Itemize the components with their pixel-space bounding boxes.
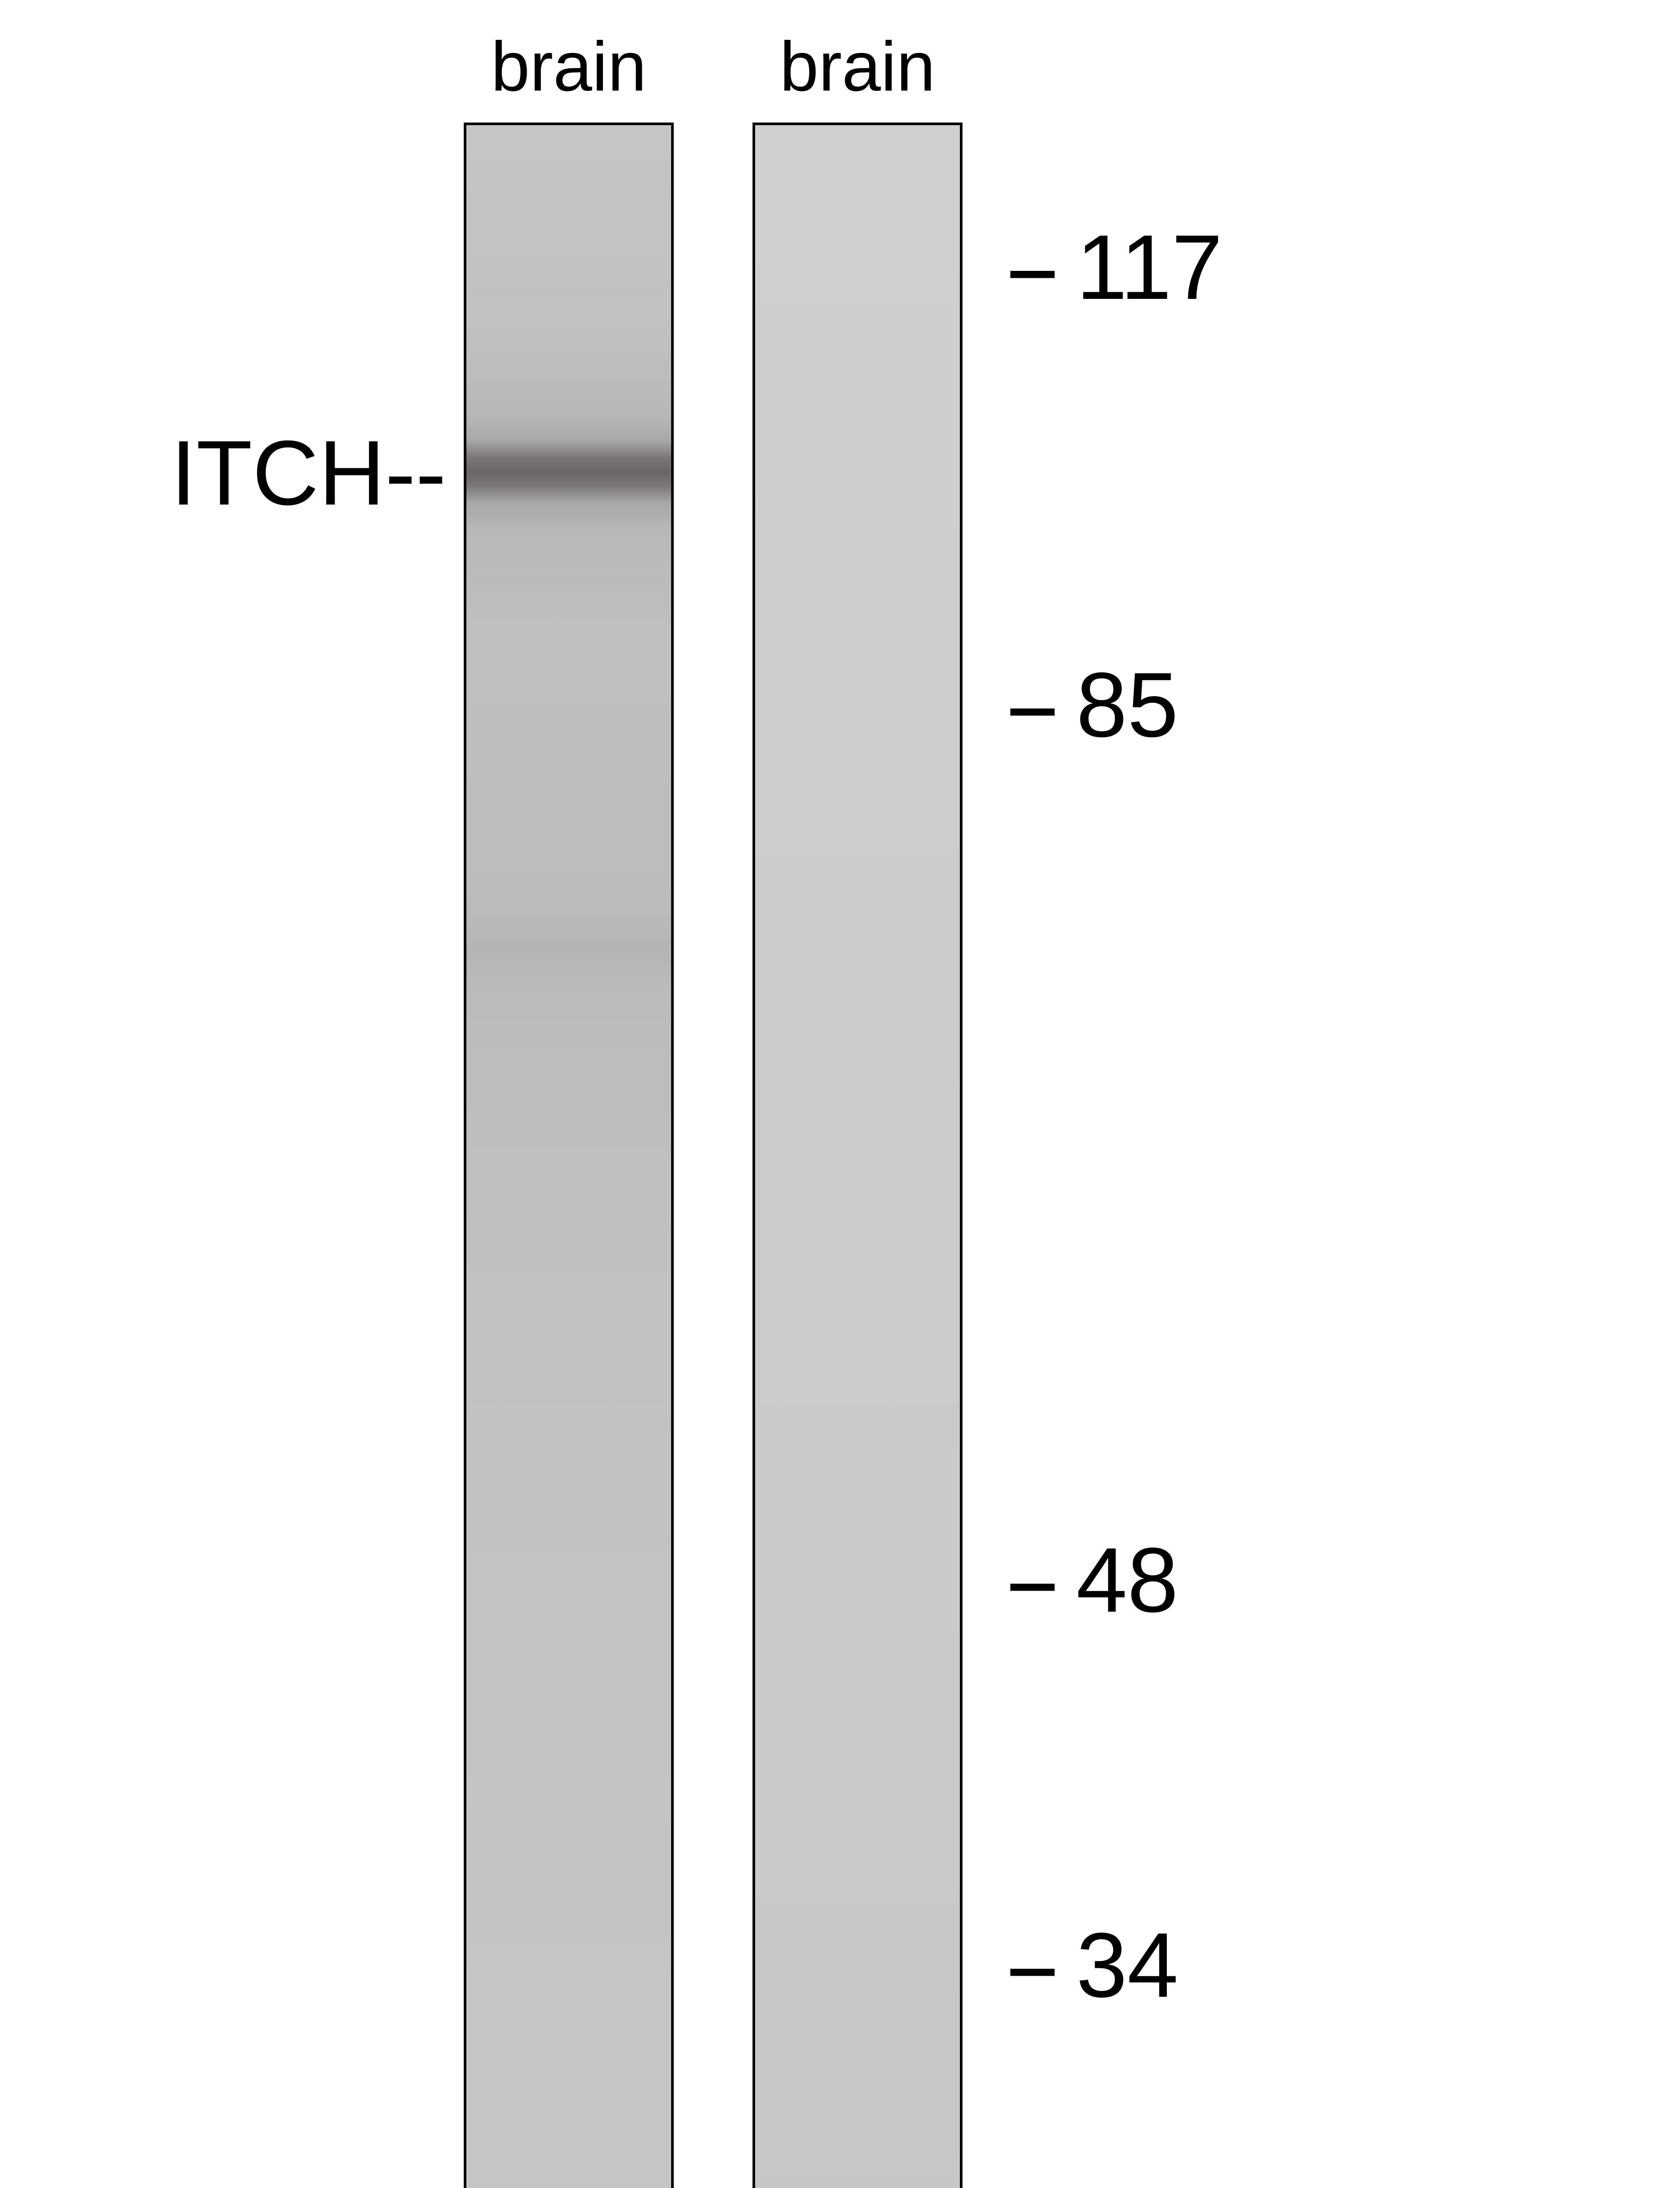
mw-marker-value: 85 xyxy=(1076,652,1179,758)
mw-marker-34: -- 34 xyxy=(1006,1912,1178,2018)
mw-marker-value: 117 xyxy=(1076,214,1223,320)
western-blot-figure: brain brain ITCH-- -- 117 -- 85 -- 48 --… xyxy=(0,0,1680,2188)
mw-marker-dash: -- xyxy=(1006,1527,1050,1633)
mw-marker-dash: -- xyxy=(1006,652,1050,758)
blot-lane-2-membrane xyxy=(755,125,960,2188)
lane-header-1: brain xyxy=(429,26,709,107)
mw-marker-value: 34 xyxy=(1076,1912,1179,2018)
mw-marker-48: -- 48 xyxy=(1006,1527,1178,1633)
mw-marker-dash: -- xyxy=(1006,214,1050,320)
lane-header-2: brain xyxy=(718,26,998,107)
blot-lane-2 xyxy=(752,123,962,2188)
mw-marker-117: -- 117 xyxy=(1006,214,1223,320)
mw-marker-value: 48 xyxy=(1076,1527,1179,1633)
protein-label-dashes: -- xyxy=(385,421,446,524)
protein-label-text: ITCH xyxy=(171,421,385,524)
blot-lane-1 xyxy=(464,123,674,2188)
protein-label-itch: ITCH-- xyxy=(171,420,446,526)
mw-marker-85: -- 85 xyxy=(1006,652,1178,758)
mw-marker-dash: -- xyxy=(1006,1912,1050,2018)
blot-lane-1-membrane xyxy=(466,125,671,2188)
